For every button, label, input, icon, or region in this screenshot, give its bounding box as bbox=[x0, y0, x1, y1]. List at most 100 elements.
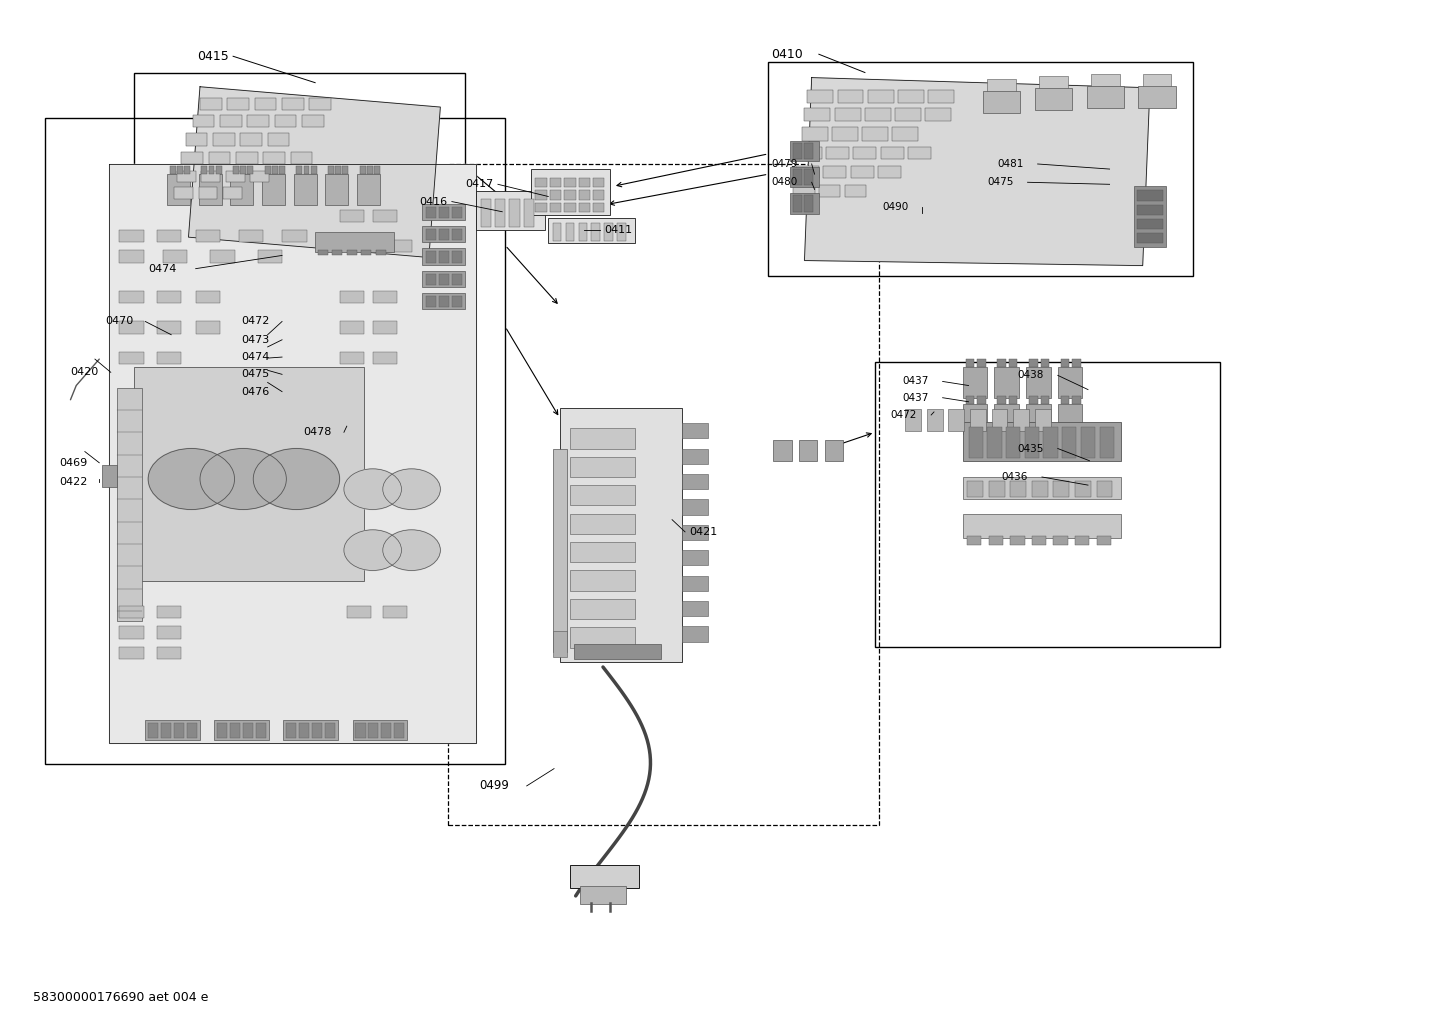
Bar bbox=[989, 536, 1004, 545]
Bar bbox=[275, 115, 297, 127]
Bar bbox=[1041, 359, 1050, 367]
Bar bbox=[549, 191, 561, 200]
Bar bbox=[319, 251, 329, 256]
Bar bbox=[421, 271, 464, 287]
Bar bbox=[251, 171, 270, 182]
Bar bbox=[451, 207, 461, 218]
Bar bbox=[120, 251, 144, 263]
Bar bbox=[552, 223, 561, 242]
Bar bbox=[215, 719, 270, 740]
Text: 0475: 0475 bbox=[988, 177, 1014, 187]
Bar bbox=[134, 72, 464, 271]
Bar bbox=[326, 174, 348, 205]
Text: 0437: 0437 bbox=[903, 392, 929, 403]
Bar bbox=[826, 147, 849, 159]
Bar bbox=[196, 230, 221, 243]
Bar bbox=[564, 178, 575, 187]
Bar bbox=[196, 291, 221, 304]
Bar bbox=[280, 166, 286, 174]
Bar bbox=[451, 297, 461, 308]
Bar bbox=[1014, 409, 1030, 431]
Bar bbox=[348, 606, 371, 619]
Bar bbox=[825, 440, 844, 461]
Bar bbox=[372, 322, 397, 333]
Bar bbox=[348, 251, 356, 256]
Bar bbox=[908, 147, 932, 159]
Bar bbox=[1092, 73, 1119, 86]
Bar bbox=[790, 141, 819, 161]
Bar bbox=[304, 166, 310, 174]
Bar bbox=[793, 143, 802, 159]
Bar bbox=[211, 251, 235, 263]
Bar bbox=[1041, 395, 1050, 404]
Bar bbox=[823, 166, 846, 178]
Bar bbox=[1096, 536, 1110, 545]
Bar bbox=[799, 147, 822, 159]
Text: 0422: 0422 bbox=[59, 477, 88, 487]
Bar bbox=[226, 171, 245, 182]
Bar bbox=[157, 230, 182, 243]
Bar bbox=[421, 204, 464, 220]
Bar bbox=[120, 647, 144, 659]
Bar bbox=[1058, 404, 1083, 434]
Bar bbox=[1054, 536, 1069, 545]
Bar bbox=[199, 187, 218, 199]
Bar bbox=[893, 127, 919, 141]
Bar bbox=[564, 203, 575, 212]
Bar bbox=[202, 171, 221, 182]
Bar bbox=[1040, 75, 1069, 88]
Text: 0420: 0420 bbox=[71, 367, 98, 377]
Bar bbox=[682, 601, 708, 616]
Bar bbox=[340, 210, 363, 222]
Bar bbox=[255, 98, 277, 110]
Bar bbox=[593, 178, 604, 187]
Bar bbox=[297, 166, 303, 174]
Bar bbox=[333, 251, 343, 256]
Bar bbox=[773, 440, 792, 461]
Bar bbox=[262, 174, 286, 205]
Bar bbox=[438, 207, 448, 218]
Bar bbox=[523, 199, 534, 227]
Polygon shape bbox=[189, 87, 440, 258]
Bar bbox=[968, 536, 982, 545]
Bar bbox=[438, 274, 448, 285]
Bar bbox=[200, 98, 222, 110]
Bar bbox=[793, 169, 802, 185]
Bar bbox=[186, 133, 208, 146]
Text: 0472: 0472 bbox=[242, 317, 270, 326]
Bar bbox=[213, 133, 235, 146]
Text: 0481: 0481 bbox=[998, 159, 1024, 169]
Text: 0410: 0410 bbox=[771, 48, 803, 61]
Bar bbox=[790, 167, 819, 187]
Text: 0473: 0473 bbox=[242, 335, 270, 344]
Bar bbox=[1009, 359, 1018, 367]
Text: 0438: 0438 bbox=[1018, 370, 1044, 380]
Bar bbox=[570, 628, 634, 648]
Bar bbox=[241, 133, 262, 146]
Bar bbox=[264, 152, 286, 164]
Text: 0470: 0470 bbox=[105, 317, 133, 326]
Text: 0415: 0415 bbox=[198, 50, 229, 63]
Bar bbox=[182, 152, 203, 164]
Bar bbox=[1032, 481, 1048, 497]
Bar bbox=[157, 291, 182, 304]
Bar bbox=[790, 194, 819, 214]
Bar bbox=[394, 722, 404, 738]
Bar bbox=[552, 632, 567, 657]
Bar bbox=[294, 174, 317, 205]
Bar bbox=[162, 722, 172, 738]
Bar bbox=[1061, 359, 1070, 367]
Text: 0416: 0416 bbox=[420, 197, 447, 207]
Bar bbox=[682, 525, 708, 540]
Bar bbox=[617, 223, 626, 242]
Bar bbox=[193, 115, 215, 127]
Text: 0411: 0411 bbox=[604, 225, 633, 235]
Text: 0421: 0421 bbox=[689, 527, 718, 537]
Bar bbox=[682, 474, 708, 489]
Circle shape bbox=[382, 469, 440, 510]
Bar bbox=[929, 90, 955, 103]
Bar bbox=[167, 174, 190, 205]
Bar bbox=[793, 196, 802, 212]
Bar bbox=[682, 499, 708, 515]
Bar bbox=[805, 108, 831, 121]
